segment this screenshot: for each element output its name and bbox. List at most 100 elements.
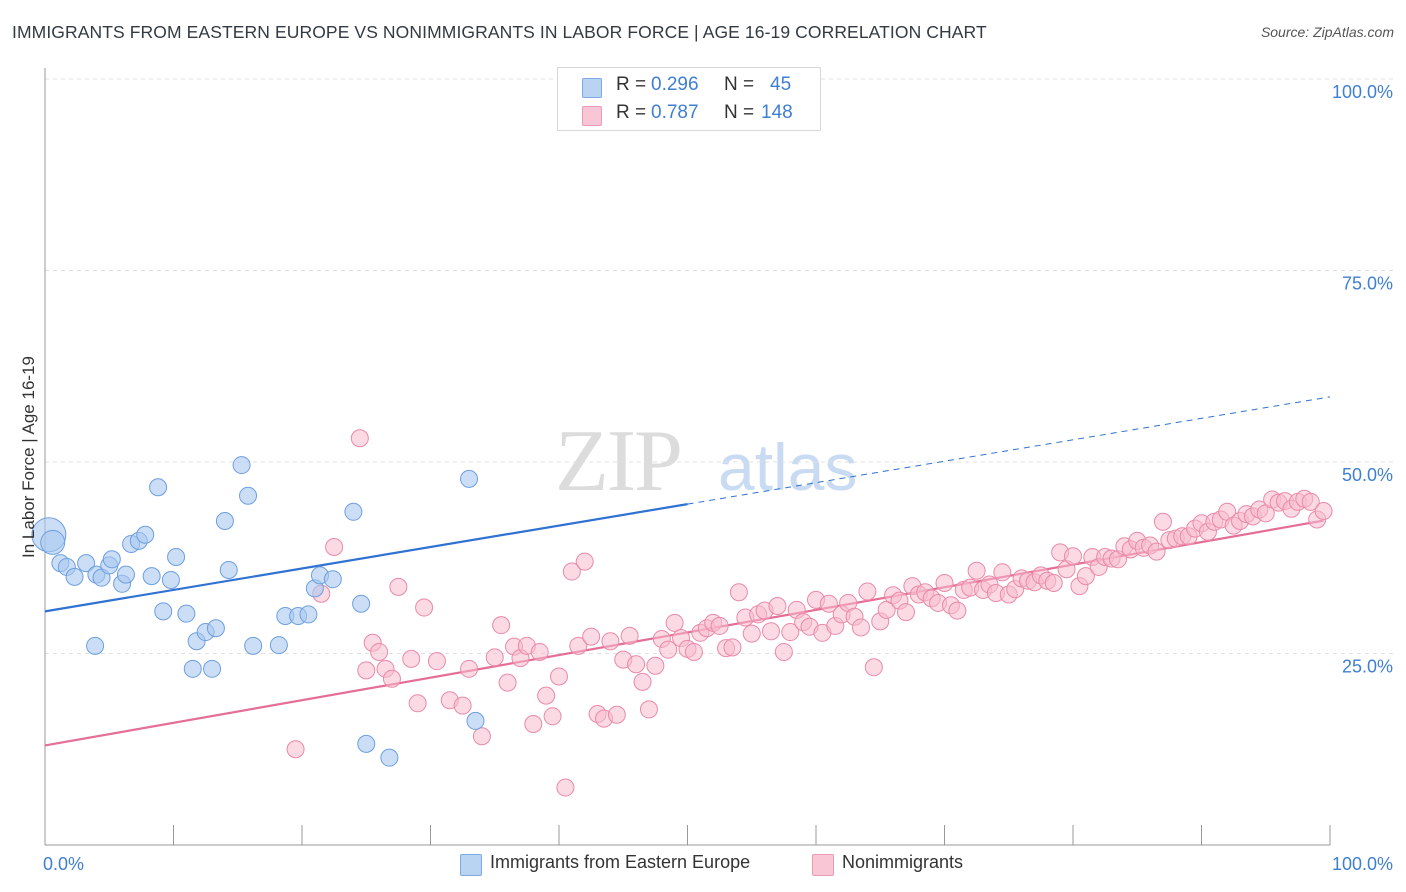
data-point-nonimmigrants: [896, 603, 915, 622]
axes: [44, 68, 1331, 846]
data-point-immigrants: [116, 565, 135, 584]
gridlines: [45, 78, 1395, 654]
data-point-immigrants: [203, 659, 222, 678]
data-point-nonimmigrants: [1044, 574, 1063, 593]
data-point-nonimmigrants: [742, 624, 761, 643]
data-point-nonimmigrants: [627, 655, 646, 674]
data-point-nonimmigrants: [485, 648, 504, 667]
series-name-nonimmigrants: Nonimmigrants: [842, 852, 964, 872]
data-point-nonimmigrants: [774, 642, 793, 661]
data-point-nonimmigrants: [286, 740, 305, 759]
data-point-nonimmigrants: [819, 594, 838, 613]
y-tick-labels: 25.0% 50.0% 75.0% 100.0%: [1332, 82, 1393, 677]
data-point-nonimmigrants: [389, 577, 408, 596]
data-point-immigrants: [299, 605, 318, 624]
data-point-nonimmigrants: [370, 642, 389, 661]
legend-row-nonimmigrants: R = 0.787 N = 148: [558, 101, 820, 127]
data-point-nonimmigrants: [646, 656, 665, 675]
data-point-nonimmigrants: [1153, 512, 1172, 531]
data-point-nonimmigrants: [601, 632, 620, 651]
data-point-immigrants: [40, 529, 66, 555]
y-tick-label: 100.0%: [1332, 82, 1393, 102]
trend-line-immigrants-extrapolated: [687, 396, 1331, 505]
data-point-immigrants: [232, 456, 251, 475]
data-point-nonimmigrants: [408, 694, 427, 713]
data-point-nonimmigrants: [575, 552, 594, 571]
data-point-immigrants: [244, 636, 263, 655]
chart-title: IMMIGRANTS FROM EASTERN EUROPE VS NONIMM…: [12, 22, 987, 42]
data-point-immigrants: [357, 734, 376, 753]
data-point-nonimmigrants: [543, 707, 562, 726]
data-point-immigrants: [352, 594, 371, 613]
data-point-nonimmigrants: [1076, 567, 1095, 586]
data-point-nonimmigrants: [639, 700, 658, 719]
correlation-legend: R = 0.296 N = 45 R = 0.787 N = 148: [557, 67, 821, 131]
data-point-nonimmigrants: [781, 623, 800, 642]
data-point-nonimmigrants: [935, 574, 954, 593]
legend-n-value: 45: [770, 74, 792, 95]
data-point-immigrants: [149, 478, 168, 497]
data-point-immigrants: [136, 525, 155, 544]
y-tick-label: 25.0%: [1342, 657, 1393, 677]
data-point-immigrants: [65, 567, 84, 586]
x-tick-label: 100.0%: [1332, 854, 1393, 874]
legend-row-immigrants: R = 0.296 N = 45: [558, 73, 820, 99]
legend-r-value: 0.787: [651, 102, 699, 123]
data-point-nonimmigrants: [382, 669, 401, 688]
data-point-nonimmigrants: [1064, 547, 1082, 566]
data-point-immigrants: [86, 636, 105, 655]
data-point-nonimmigrants: [620, 626, 639, 645]
data-point-nonimmigrants: [684, 642, 703, 661]
data-point-immigrants: [206, 619, 225, 638]
data-point-nonimmigrants: [357, 661, 376, 680]
y-tick-label: 50.0%: [1342, 465, 1393, 485]
x-tick-labels: 0.0% 100.0%: [43, 854, 1393, 874]
legend-swatch-blue: [460, 854, 482, 876]
data-point-nonimmigrants: [530, 642, 549, 661]
legend-swatch-pink: [812, 854, 834, 876]
data-point-nonimmigrants: [607, 705, 626, 724]
data-point-immigrants: [323, 570, 342, 589]
data-point-nonimmigrants: [729, 583, 748, 602]
data-point-immigrants: [161, 570, 180, 589]
data-point-nonimmigrants: [556, 778, 575, 797]
series-name-immigrants: Immigrants from Eastern Europe: [490, 852, 751, 872]
y-axis-label: In Labor Force | Age 16-19: [19, 356, 38, 558]
data-point-nonimmigrants: [562, 562, 581, 581]
data-point-nonimmigrants: [492, 616, 511, 635]
data-point-nonimmigrants: [325, 538, 344, 557]
data-point-nonimmigrants: [723, 638, 742, 657]
watermark-atlas: atlas: [718, 430, 857, 504]
x-tick-label: 0.0%: [43, 854, 84, 874]
data-point-immigrants: [219, 561, 238, 580]
data-point-nonimmigrants: [633, 672, 652, 691]
data-point-nonimmigrants: [550, 667, 568, 686]
data-point-nonimmigrants: [1147, 542, 1166, 561]
data-point-nonimmigrants: [858, 582, 877, 601]
data-point-nonimmigrants: [762, 622, 781, 641]
data-point-nonimmigrants: [582, 627, 601, 646]
data-point-nonimmigrants: [1301, 492, 1320, 511]
data-point-immigrants: [102, 550, 121, 569]
data-point-immigrants: [344, 502, 363, 521]
data-point-immigrants: [269, 636, 288, 655]
data-point-immigrants: [466, 711, 485, 730]
trend-lines: [44, 396, 1331, 747]
data-point-nonimmigrants: [453, 696, 472, 715]
data-point-immigrants: [239, 486, 258, 505]
legend-n-label: N =: [724, 74, 755, 95]
data-point-immigrants: [380, 748, 399, 767]
data-point-nonimmigrants: [460, 659, 479, 678]
data-point-nonimmigrants: [993, 563, 1012, 582]
trend-line-immigrants: [44, 503, 688, 613]
data-point-nonimmigrants: [851, 618, 870, 637]
y-tick-label: 75.0%: [1342, 274, 1393, 294]
data-point-nonimmigrants: [537, 686, 556, 705]
data-point-immigrants: [77, 554, 96, 573]
data-point-nonimmigrants: [402, 649, 421, 668]
data-point-nonimmigrants: [498, 673, 517, 692]
data-point-nonimmigrants: [524, 714, 543, 733]
legend-r-label: R =: [616, 102, 647, 123]
data-point-immigrants: [154, 602, 173, 621]
